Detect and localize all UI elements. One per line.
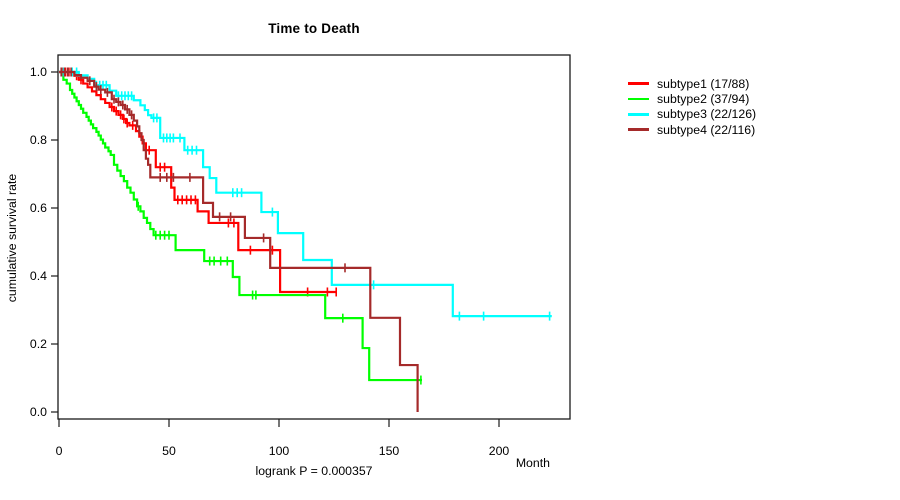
y-tick-label: 0.8 — [30, 133, 47, 147]
survival-curve-subtype2 — [59, 70, 422, 382]
legend-label: subtype4 (22/116) — [657, 122, 756, 137]
y-axis-label: cumulative survival rate — [5, 173, 19, 303]
legend-label: subtype2 (37/94) — [657, 91, 750, 106]
x-axis-label: Month — [515, 456, 550, 470]
legend-line-swatch — [628, 82, 649, 85]
x-tick-label: 150 — [379, 444, 400, 458]
legend-item-subtype2: subtype2 (37/94) — [628, 91, 756, 106]
chart-title: Time to Death — [268, 21, 360, 36]
y-tick-label: 0.4 — [30, 269, 47, 283]
plot-box — [57, 54, 571, 420]
legend-line-swatch — [628, 128, 649, 131]
legend-label: subtype1 (17/88) — [657, 76, 750, 91]
y-tick-label: 0.6 — [30, 201, 47, 215]
y-tick-label: 0.2 — [30, 337, 47, 351]
legend-line-swatch — [628, 97, 649, 101]
legend-item-subtype3: subtype3 (22/126) — [628, 107, 756, 122]
x-tick-label: 50 — [162, 444, 176, 458]
legend-label: subtype3 (22/126) — [657, 107, 757, 122]
survival-curve-subtype1 — [59, 70, 337, 294]
x-tick-label: 0 — [56, 444, 63, 458]
legend-item-subtype4: subtype4 (22/116) — [628, 122, 756, 137]
y-tick-label: 0.0 — [30, 405, 47, 419]
legend-line-swatch — [628, 112, 649, 116]
legend: subtype1 (17/88) subtype2 (37/94) subtype3… — [628, 76, 756, 137]
x-tick-label: 100 — [269, 444, 290, 458]
logrank-pvalue-annotation: logrank P = 0.000357 — [255, 464, 373, 478]
y-tick-label: 1.0 — [30, 65, 47, 79]
x-tick-label: 200 — [489, 444, 510, 458]
legend-item-subtype1: subtype1 (17/88) — [628, 76, 756, 91]
